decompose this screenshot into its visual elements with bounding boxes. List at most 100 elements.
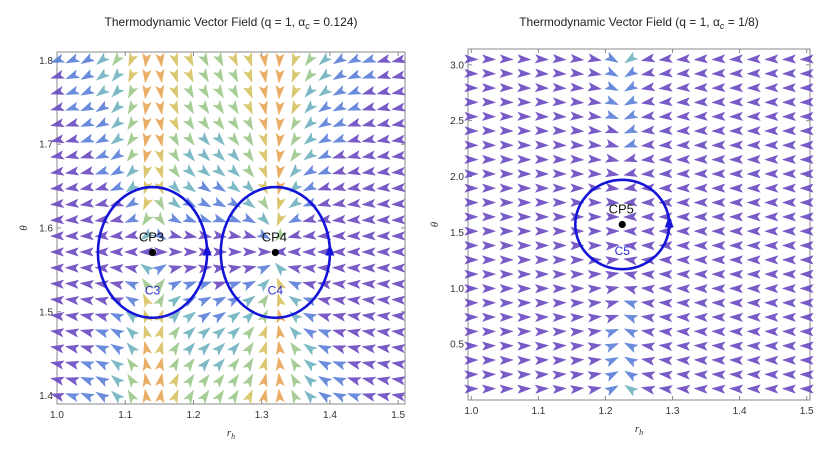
- chart-title: Thermodynamic Vector Field (q = 1, αc = …: [519, 15, 759, 31]
- field-arrow: [640, 96, 656, 106]
- field-arrow: [587, 284, 603, 294]
- field-arrow: [764, 341, 779, 351]
- field-arrow: [464, 384, 479, 394]
- field-arrow: [675, 97, 691, 107]
- field-arrow: [517, 384, 532, 394]
- field-arrow: [376, 86, 392, 96]
- field-arrow: [658, 82, 673, 92]
- field-arrow: [675, 68, 691, 78]
- field-arrow: [142, 132, 152, 148]
- field-arrow: [111, 84, 125, 98]
- field-arrow: [256, 228, 271, 240]
- field-arrow: [587, 82, 602, 92]
- field-arrow: [781, 240, 797, 251]
- field-arrow: [227, 247, 243, 257]
- field-arrow: [746, 370, 761, 380]
- field-arrow: [534, 111, 550, 121]
- field-arrow: [534, 140, 550, 150]
- field-arrow: [64, 344, 80, 354]
- field-arrow: [781, 212, 797, 222]
- field-arrow: [499, 298, 514, 308]
- field-arrow: [534, 341, 550, 351]
- field-arrow: [361, 198, 376, 208]
- field-arrow: [464, 269, 479, 279]
- field-arrow: [125, 180, 140, 193]
- field-arrow: [168, 100, 179, 115]
- field-arrow: [197, 358, 211, 372]
- field-arrow: [317, 360, 333, 371]
- field-arrow: [257, 247, 272, 257]
- field-arrow: [79, 279, 95, 290]
- x-tick-label: 1.3: [666, 406, 680, 417]
- field-arrow: [346, 182, 362, 192]
- field-arrow: [49, 150, 65, 160]
- field-arrow: [258, 356, 268, 372]
- field-arrow: [124, 264, 139, 274]
- field-arrow: [728, 312, 744, 322]
- field-arrow: [764, 269, 779, 279]
- field-arrow: [552, 154, 567, 164]
- field-arrow: [110, 343, 125, 356]
- field-arrow: [317, 149, 333, 160]
- field-arrow: [534, 212, 550, 222]
- field-arrow: [318, 84, 333, 97]
- field-arrow: [154, 164, 164, 179]
- field-arrow: [764, 255, 779, 265]
- field-arrow: [242, 115, 254, 131]
- field-arrow: [332, 117, 348, 127]
- field-arrow: [376, 295, 391, 305]
- field-arrow: [781, 341, 797, 351]
- field-arrow: [587, 67, 602, 77]
- field-arrow: [197, 147, 211, 162]
- field-arrow: [604, 124, 620, 134]
- vector-field: [464, 51, 814, 397]
- field-arrow: [693, 226, 708, 236]
- field-arrow: [658, 370, 673, 380]
- field-arrow: [728, 384, 744, 394]
- field-arrow: [361, 376, 377, 386]
- field-arrow: [391, 231, 406, 241]
- field-arrow: [258, 116, 268, 132]
- field-arrow: [658, 341, 673, 352]
- field-arrow: [110, 359, 125, 372]
- field-arrow: [317, 344, 333, 355]
- field-arrow: [481, 197, 497, 208]
- field-arrow: [570, 269, 585, 280]
- field-arrow: [464, 183, 479, 193]
- field-arrow: [640, 241, 655, 251]
- field-arrow: [65, 85, 80, 95]
- field-arrow: [212, 389, 225, 404]
- field-arrow: [799, 355, 814, 365]
- field-arrow: [799, 370, 814, 380]
- field-arrow: [141, 278, 154, 293]
- field-arrow: [391, 311, 406, 321]
- field-arrow: [711, 169, 726, 179]
- field-arrow: [376, 311, 391, 322]
- y-tick-label: 2.0: [450, 172, 464, 183]
- field-arrow: [746, 83, 761, 93]
- field-arrow: [304, 84, 318, 98]
- field-arrow: [711, 284, 726, 294]
- field-arrow: [675, 154, 691, 164]
- field-arrow: [711, 241, 726, 251]
- field-arrow: [111, 68, 125, 82]
- field-arrow: [242, 247, 257, 257]
- field-arrow: [274, 262, 288, 277]
- field-arrow: [110, 375, 125, 388]
- field-arrow: [499, 126, 514, 136]
- x-axis-label: rh: [227, 427, 235, 441]
- field-arrow: [517, 226, 532, 236]
- field-arrow: [728, 241, 744, 251]
- field-arrow: [534, 197, 550, 208]
- field-arrow: [675, 327, 691, 337]
- field-arrow: [346, 214, 362, 225]
- field-arrow: [517, 97, 532, 107]
- field-arrow: [79, 133, 95, 143]
- field-arrow: [604, 138, 620, 148]
- field-arrow: [241, 179, 255, 194]
- critical-point: [271, 248, 279, 257]
- field-arrow: [746, 54, 761, 64]
- field-arrow: [168, 84, 179, 99]
- field-arrow: [226, 180, 241, 193]
- field-arrow: [211, 327, 226, 340]
